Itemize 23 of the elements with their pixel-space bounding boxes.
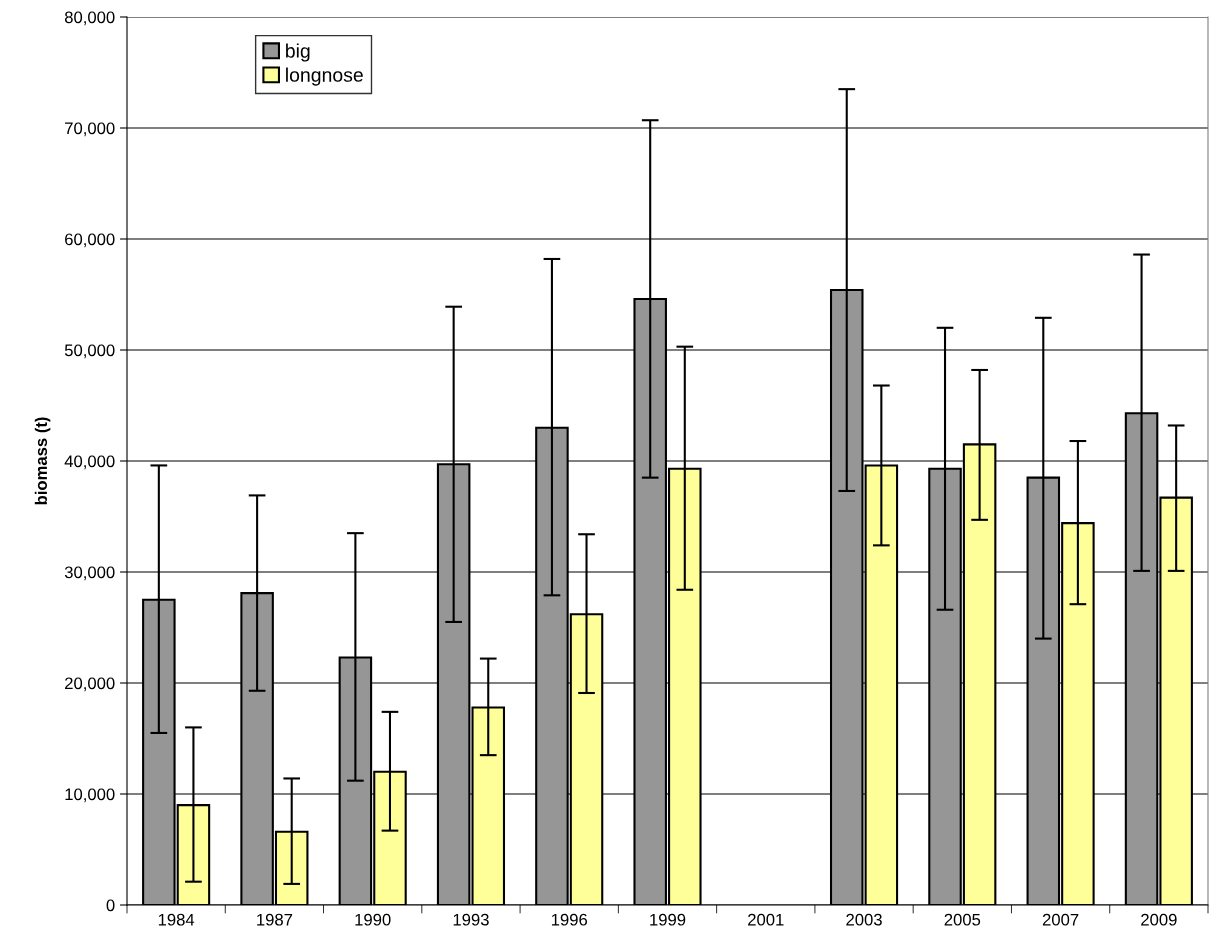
x-tick-label: 1993	[453, 913, 489, 926]
x-tick-label: 1984	[158, 913, 195, 926]
y-axis-title: biomass (t)	[34, 417, 51, 505]
y-tick-label: 60,000	[65, 233, 115, 248]
y-tick-label: 50,000	[64, 344, 115, 359]
y-tick-label: 10,000	[65, 788, 115, 803]
x-tick-label: 2009	[1141, 913, 1177, 926]
y-tick-label: 40,000	[64, 455, 115, 470]
x-tick-label: 2001	[748, 913, 784, 926]
x-tick-label: 2007	[1042, 913, 1079, 926]
x-tick-label: 1990	[355, 913, 391, 926]
legend-label: longnose	[286, 67, 363, 86]
x-tick-label: 1987	[257, 913, 293, 926]
y-tick-label: 20,000	[65, 677, 115, 692]
x-tick-label: 1999	[650, 913, 686, 926]
legend-label: big	[286, 43, 310, 62]
y-tick-label: 80,000	[64, 11, 115, 26]
y-tick-label: 0	[106, 899, 115, 912]
x-tick-label: 2003	[846, 913, 882, 926]
x-tick-label: 1996	[551, 913, 588, 926]
x-tick-label: 2005	[944, 913, 981, 926]
y-tick-label: 30,000	[64, 566, 115, 581]
y-tick-label: 70,000	[65, 122, 115, 137]
